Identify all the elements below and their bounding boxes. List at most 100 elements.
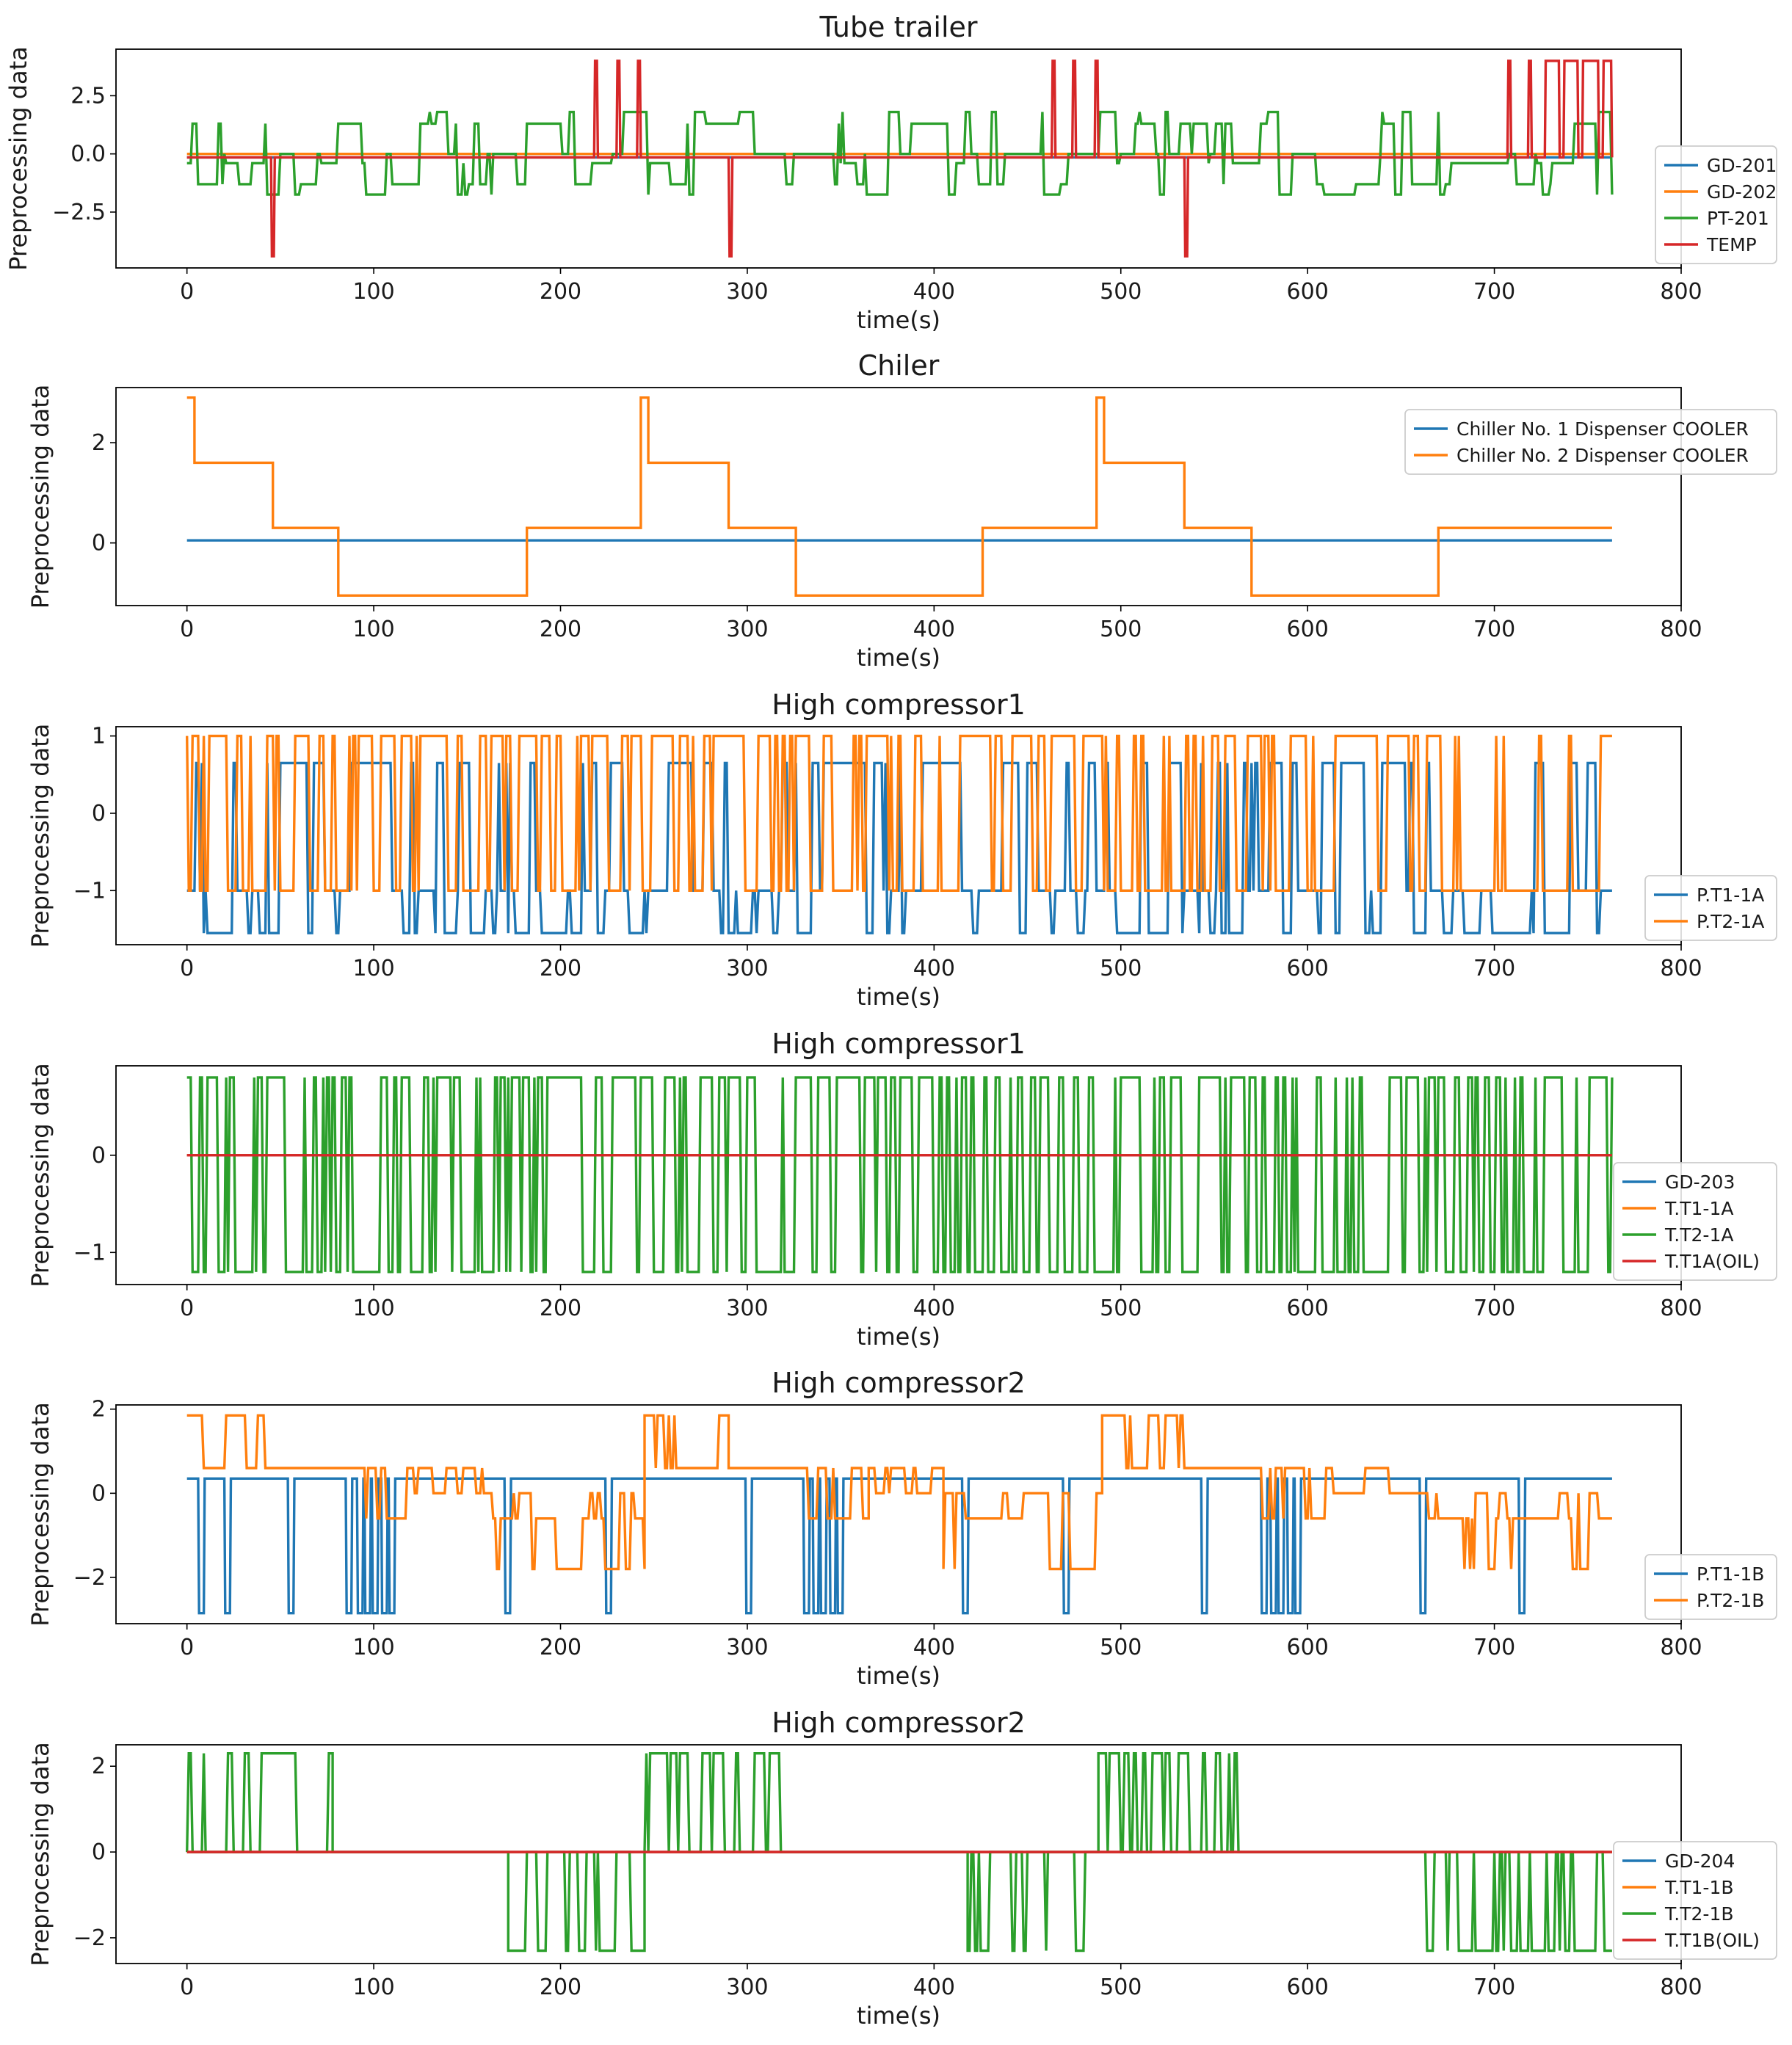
legend: P.T1-1A P.T2-1A [1644,875,1777,941]
x-tick-label: 400 [913,1296,955,1321]
chart-title: High compressor2 [772,1707,1026,1739]
series-group [186,1414,1612,1615]
y-tick-label: 0 [92,531,106,556]
y-axis-label: Preprocessing data [26,1402,54,1627]
series-group [186,59,1614,258]
series-line-TEMP [186,59,1614,258]
x-tick-label: 700 [1473,1635,1515,1660]
legend-box [1404,409,1777,475]
legend-label: TEMP [1706,234,1757,255]
x-tick-label: 500 [1100,1975,1142,2000]
legend: GD-204 T.T1-1B T.T2-1B T.T1B(OIL) [1613,1841,1777,1960]
series-group [186,734,1612,934]
x-tick-label: 500 [1100,617,1142,642]
x-axis-label: time(s) [857,1662,940,1690]
x-tick-label: 600 [1287,1296,1329,1321]
legend-label: PT-201 [1707,208,1769,229]
x-tick-label: 600 [1287,1975,1329,2000]
legend-label: T.T1A(OIL) [1664,1251,1760,1272]
x-tick-label: 700 [1473,279,1515,305]
legend-box [1644,1554,1777,1620]
x-tick-label: 600 [1287,1635,1329,1660]
x-tick-label: 0 [180,1296,194,1321]
y-tick-label: 1 [92,724,106,749]
x-axis-label: time(s) [857,983,940,1011]
legend-label: P.T1-1A [1697,885,1764,906]
legend-label: GD-203 [1665,1172,1735,1193]
y-tick-label: 2 [92,1754,106,1779]
legend-label: T.T2-1A [1664,1224,1733,1246]
x-tick-label: 0 [180,1975,194,2000]
x-tick-label: 300 [726,1635,768,1660]
series-line-P.T1-1B [186,1477,1612,1615]
y-tick-label: −2 [73,1565,106,1591]
chart-title: Chiler [858,349,940,382]
chart-panel-6: High compressor2 0 100 200 300 400 500 600 700 80… [26,1707,1777,2030]
x-tick-label: 800 [1660,956,1702,981]
x-tick-label: 500 [1100,956,1142,981]
x-tick-label: 0 [180,279,194,305]
x-tick-label: 800 [1660,279,1702,305]
y-tick-label: 0 [92,801,106,827]
x-tick-label: 400 [913,279,955,305]
x-tick-label: 800 [1660,617,1702,642]
legend-label: T.T1-1B [1664,1877,1734,1898]
legend: Chiller No. 1 Dispenser COOLER Chiller No… [1404,409,1777,475]
x-tick-label: 100 [352,617,394,642]
axes-frame [115,1404,1682,1624]
x-tick-label: 300 [726,1296,768,1321]
x-tick-label: 700 [1473,956,1515,981]
legend-label: Chiller No. 2 Dispenser COOLER [1457,445,1749,466]
series-line-T.T2-1B [186,1752,1612,1953]
legend-label: T.T1-1A [1664,1198,1733,1219]
x-tick-label: 500 [1100,279,1142,305]
x-tick-label: 300 [726,279,768,305]
y-tick-label: 2 [92,1397,106,1423]
x-tick-label: 600 [1287,279,1329,305]
y-tick-label: −1 [73,878,106,904]
legend-label: T.T2-1B [1664,1903,1734,1925]
x-tick-label: 300 [726,1975,768,2000]
x-tick-label: 200 [540,1975,581,2000]
x-tick-label: 0 [180,617,194,642]
series-group [186,1752,1612,1953]
y-tick-label: 0.0 [70,142,106,167]
y-axis-label: Preprocessing data [26,385,54,609]
series-group [186,396,1612,597]
x-tick-label: 400 [913,956,955,981]
x-tick-label: 100 [352,279,394,305]
legend-label: Chiller No. 1 Dispenser COOLER [1457,418,1749,440]
series-line-PT-201 [186,110,1614,196]
x-tick-label: 100 [352,1975,394,2000]
x-axis-label: time(s) [857,306,940,334]
axes-frame [115,387,1682,606]
x-tick-label: 700 [1473,1975,1515,2000]
legend: GD-201 GD-202 PT-201 TEMP [1655,145,1777,264]
x-tick-label: 100 [352,956,394,981]
x-tick-label: 400 [913,1975,955,2000]
x-tick-label: 100 [352,1296,394,1321]
legend-label: P.T2-1B [1697,1590,1764,1611]
x-tick-label: 700 [1473,1296,1515,1321]
chart-title: Tube trailer [819,11,977,43]
series-line-P.T2-1B [186,1414,1612,1571]
x-tick-label: 200 [540,1296,581,1321]
chart-title: High compressor1 [772,689,1026,721]
series-group [186,1076,1614,1274]
chart-title: High compressor1 [772,1028,1026,1060]
x-tick-label: 300 [726,617,768,642]
y-axis-label: Preprocessing data [26,1742,54,1966]
x-tick-label: 300 [726,956,768,981]
series-line-Chiller No. 2 Dispenser COOLER [186,396,1612,597]
y-axis-label: Preprocessing data [26,1063,54,1287]
legend: GD-203 T.T1-1A T.T2-1A T.T1A(OIL) [1613,1162,1777,1281]
x-axis-label: time(s) [857,2002,940,2030]
y-tick-label: 2 [92,430,106,456]
y-tick-label: −2 [73,1925,106,1951]
x-tick-label: 500 [1100,1296,1142,1321]
x-tick-label: 100 [352,1635,394,1660]
y-tick-label: −1 [73,1240,106,1265]
legend: P.T1-1B P.T2-1B [1644,1554,1777,1620]
series-line-P.T2-1A [186,734,1612,892]
chart-panel-4: High compressor1 0 100 200 300 400 500 600 700 80… [26,1028,1777,1351]
